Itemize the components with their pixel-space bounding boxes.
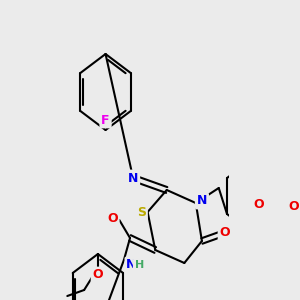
Text: O: O [107, 212, 118, 224]
Text: H: H [135, 260, 144, 270]
Text: O: O [289, 200, 299, 212]
Text: O: O [220, 226, 230, 239]
Text: S: S [137, 206, 146, 218]
Text: F: F [101, 113, 110, 127]
Text: N: N [197, 194, 207, 208]
Text: O: O [253, 199, 264, 212]
Text: N: N [128, 172, 138, 184]
Text: O: O [93, 268, 103, 281]
Text: N: N [126, 259, 137, 272]
